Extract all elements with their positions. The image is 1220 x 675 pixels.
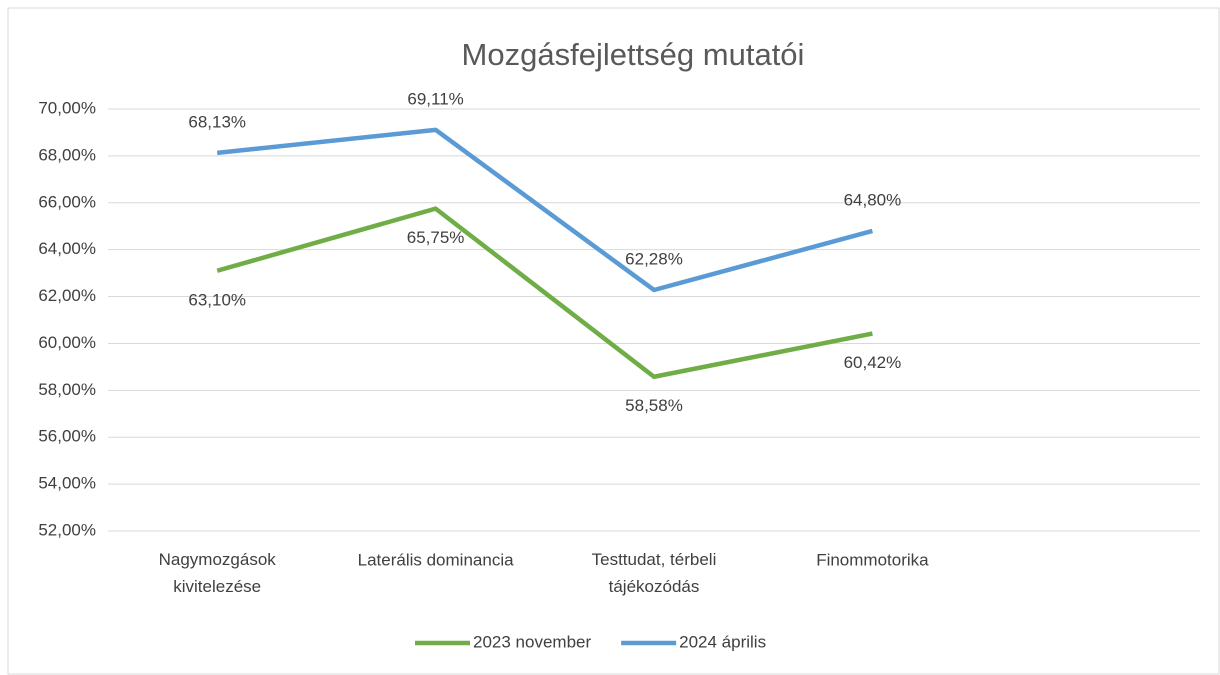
x-tick-label: Nagymozgások kivitelezése [159,550,277,596]
series-line [216,206,873,379]
legend-label: 2023 november [473,632,591,651]
y-tick-label: 62,00% [38,286,96,305]
y-tick-label: 54,00% [38,474,96,493]
y-tick-label: 52,00% [38,520,96,539]
data-label: 58,58% [625,396,683,415]
legend-label: 2024 április [679,632,766,651]
data-label: 68,13% [188,112,246,131]
y-tick-label: 70,00% [38,98,96,117]
y-tick-label: 58,00% [38,380,96,399]
x-tick-label: Finommotorika [816,550,929,569]
x-tick-label: Laterális dominancia [358,550,514,569]
y-tick-label: 56,00% [38,427,96,446]
series-line [216,127,873,293]
data-label: 65,75% [407,228,465,247]
y-tick-label: 68,00% [38,145,96,164]
y-tick-label: 66,00% [38,192,96,211]
data-label: 69,11% [407,89,463,108]
data-label: 64,80% [844,190,902,209]
chart-title: Mozgásfejlettség mutatói [462,37,805,72]
data-label: 63,10% [188,290,246,309]
chart-border [7,7,1220,675]
data-label: 60,42% [844,353,902,372]
y-tick-label: 60,00% [38,333,96,352]
x-tick-label: Testtudat, térbeli tájékozódás [592,550,717,596]
y-tick-label: 64,00% [38,239,96,258]
data-label: 62,28% [625,249,683,268]
